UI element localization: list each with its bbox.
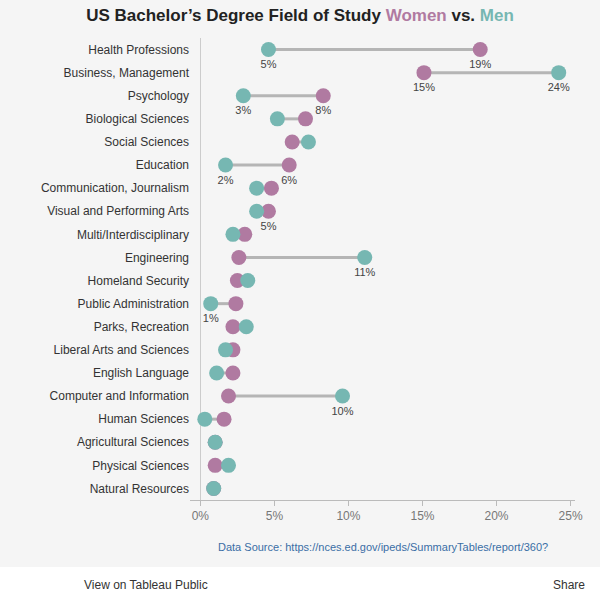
svg-text:Engineering: Engineering xyxy=(125,251,189,265)
svg-text:Data Source: https://nces.ed.g: Data Source: https://nces.ed.gov/ipeds/S… xyxy=(218,541,548,553)
svg-text:Parks, Recreation: Parks, Recreation xyxy=(94,320,189,334)
svg-text:Business, Management: Business, Management xyxy=(64,66,190,80)
svg-text:0%: 0% xyxy=(192,509,210,523)
svg-text:View on Tableau Public: View on Tableau Public xyxy=(84,578,208,592)
svg-text:8%: 8% xyxy=(315,104,331,116)
svg-text:US Bachelor’s Degree Field of: US Bachelor’s Degree Field of Study Wome… xyxy=(86,6,514,25)
svg-text:11%: 11% xyxy=(354,266,375,278)
svg-text:10%: 10% xyxy=(336,509,360,523)
svg-text:Public Administration: Public Administration xyxy=(78,297,189,311)
svg-text:5%: 5% xyxy=(261,58,277,70)
svg-text:Computer and Information: Computer and Information xyxy=(50,389,189,403)
svg-text:19%: 19% xyxy=(469,58,491,70)
svg-text:5%: 5% xyxy=(261,220,277,232)
svg-text:Social Sciences: Social Sciences xyxy=(104,135,189,149)
svg-text:20%: 20% xyxy=(485,509,509,523)
svg-text:Human Sciences: Human Sciences xyxy=(98,412,189,426)
svg-text:Homeland Security: Homeland Security xyxy=(88,274,189,288)
svg-text:Share: Share xyxy=(553,578,585,592)
svg-text:Liberal Arts and Sciences: Liberal Arts and Sciences xyxy=(54,343,189,357)
svg-text:Natural Resources: Natural Resources xyxy=(90,482,189,496)
svg-text:Agricultural Sciences: Agricultural Sciences xyxy=(77,435,189,449)
svg-text:6%: 6% xyxy=(281,174,297,186)
svg-text:Communication, Journalism: Communication, Journalism xyxy=(41,181,189,195)
svg-text:25%: 25% xyxy=(559,509,583,523)
svg-text:5%: 5% xyxy=(266,509,284,523)
svg-text:Physical Sciences: Physical Sciences xyxy=(92,459,189,473)
svg-text:2%: 2% xyxy=(218,174,234,186)
svg-text:Health Professions: Health Professions xyxy=(88,43,189,57)
svg-text:Visual and Performing Arts: Visual and Performing Arts xyxy=(47,204,189,218)
svg-text:Biological Sciences: Biological Sciences xyxy=(86,112,189,126)
svg-text:Education: Education xyxy=(136,158,189,172)
svg-text:Psychology: Psychology xyxy=(128,89,189,103)
svg-text:10%: 10% xyxy=(332,405,354,417)
svg-text:Multi/Interdisciplinary: Multi/Interdisciplinary xyxy=(77,228,189,242)
svg-text:English Language: English Language xyxy=(93,366,189,380)
svg-text:1%: 1% xyxy=(203,312,219,324)
svg-text:15%: 15% xyxy=(410,509,434,523)
svg-text:3%: 3% xyxy=(235,104,251,116)
svg-text:15%: 15% xyxy=(413,81,435,93)
svg-text:24%: 24% xyxy=(548,81,570,93)
